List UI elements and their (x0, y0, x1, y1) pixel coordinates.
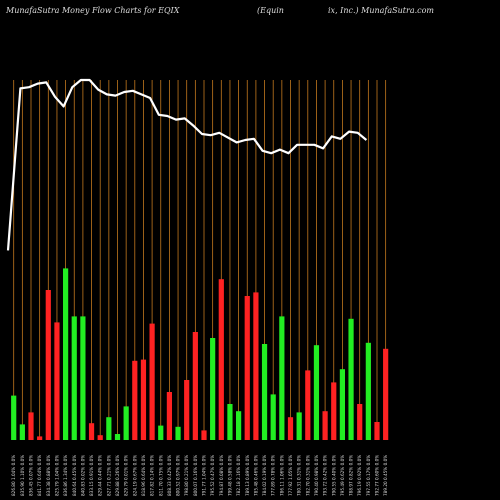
x-tick-label: 777.89 0.78% 0.0% (271, 455, 276, 496)
money-flow-bar (140, 359, 147, 440)
x-tick-label: 825.79 1.04% 0.0% (54, 455, 59, 496)
money-flow-bar (166, 392, 172, 440)
money-flow-bar (11, 395, 17, 440)
x-tick-label: 792.77 0.60% 0.0% (375, 455, 380, 496)
x-tick-label: 829.88 0.26% 0.0% (115, 455, 120, 496)
money-flow-bar (88, 423, 95, 440)
money-flow-bar (158, 425, 164, 440)
x-tick-label: 789.13 0.89% 0.0% (245, 455, 250, 496)
grid-lines (13, 80, 387, 440)
x-tick-label: 800.52 0.97% 0.0% (176, 455, 181, 496)
x-tick-label: 784.02 0.19% 0.0% (262, 455, 267, 496)
money-flow-bar (357, 404, 363, 440)
money-flow-bar (71, 316, 77, 440)
x-tick-label: 782.70 0.31% 0.0% (305, 455, 310, 496)
x-tick-label: 836.45 0.07% 0.0% (29, 455, 34, 496)
money-flow-bar (279, 316, 285, 440)
money-flow-bar (149, 323, 155, 440)
x-tick-label: 834.38 0.88% 0.0% (46, 455, 51, 496)
x-tick-label: 829.44 0.44% 0.0% (98, 455, 103, 496)
money-flow-bar (54, 322, 60, 440)
x-tick-label: 789.20 0.45% 0.0% (383, 455, 388, 496)
x-tick-label: 782.18 2.16% 0.0% (236, 455, 241, 496)
money-flow-bar (244, 296, 250, 440)
x-tick-label: 835.90 1.10% 0.0% (20, 455, 25, 496)
money-flow-bar (28, 412, 34, 440)
money-flow-bar (296, 412, 302, 440)
x-tick-label: 791.77 1.04% 0.0% (202, 455, 207, 496)
money-flow-bar (201, 430, 207, 440)
x-tick-label: 811.70 0.75% 0.0% (158, 455, 163, 496)
money-flow-bar (374, 422, 380, 440)
money-flow-bar (175, 426, 181, 440)
money-flow-bar (45, 290, 51, 440)
money-flow-bar (331, 382, 337, 440)
x-tick-label: 788.97 0.82% 0.0% (349, 455, 354, 496)
money-flow-bar (305, 370, 311, 440)
x-tick-label: 795.52 0.47% 0.0% (210, 455, 215, 496)
x-tick-labels: 826.80 1.04% 0.0% 835.90 1.10% 0.0% 836.45… (11, 455, 388, 496)
x-tick-label: 795.49 0.62% 0.0% (340, 455, 345, 496)
price-line (6, 78, 368, 251)
money-flow-bar (236, 411, 242, 440)
money-flow-bars (11, 268, 389, 440)
money-flow-bar (123, 406, 129, 440)
money-flow-bar (37, 436, 43, 440)
money-flow-bar (19, 424, 25, 440)
money-flow-bar (270, 394, 276, 440)
chart-title-mid: (Equin (257, 6, 284, 15)
money-flow-bar (348, 318, 354, 440)
money-flow-bar (339, 369, 345, 440)
money-flow-bar (63, 268, 69, 440)
money-flow-bar (383, 348, 389, 440)
money-flow-bar (313, 345, 320, 440)
x-tick-label: 833.15 0.91% 0.0% (89, 455, 94, 496)
x-tick-label: 840.83 0.02% 0.0% (80, 455, 85, 496)
money-flow-bar (184, 380, 190, 440)
x-tick-label: 798.80 0.21% 0.0% (184, 455, 189, 496)
money-flow-bar (287, 417, 294, 440)
x-tick-label: 826.80 1.04% 0.0% (11, 455, 16, 496)
x-tick-label: 817.82 0.14% 0.0% (150, 455, 155, 496)
x-tick-label: 836.86 1.34% 0.0% (63, 455, 68, 496)
x-tick-label: 796.19 0.92% 0.0% (357, 455, 362, 496)
money-flow-bar (80, 316, 86, 440)
x-tick-label: 793.72 0.42% 0.0% (323, 455, 328, 496)
x-tick-label: 827.71 0.21% 0.0% (106, 455, 111, 496)
chart-title-right: ix, Inc.) MunafaSutra.com (328, 6, 434, 15)
money-flow-bar (365, 342, 371, 440)
x-tick-label: 785.48 0.46% 0.0% (253, 455, 258, 496)
money-flow-bar (322, 411, 328, 440)
x-tick-label: 818.96 0.64% 0.0% (141, 455, 146, 496)
x-tick-label: 777.92 1.05% 0.0% (288, 455, 293, 496)
x-tick-label: 780.31 0.31% 0.0% (297, 455, 302, 496)
money-flow-bar (253, 292, 259, 440)
x-tick-label: 790.55 0.40% 0.0% (331, 455, 336, 496)
x-tick-label: 797.55 0.17% 0.0% (366, 455, 371, 496)
money-flow-bar (227, 404, 233, 440)
money-flow-bar (210, 338, 216, 440)
x-tick-label: 786.11 1.06% 0.0% (279, 455, 284, 496)
x-tick-label: 800.07 0.16% 0.0% (193, 455, 198, 496)
x-tick-label: 799.48 0.58% 0.0% (227, 455, 232, 496)
x-tick-label: 808.33 0.42% 0.0% (167, 455, 172, 496)
money-flow-bar (132, 360, 138, 440)
x-tick-label: 829.79 0.01% 0.0% (124, 455, 129, 496)
x-tick-label: 841.77 0.64% 0.0% (37, 455, 42, 496)
x-tick-label: 794.87 0.08% 0.0% (219, 455, 224, 496)
money-flow-bar (106, 417, 112, 440)
money-flow-bar (97, 435, 103, 440)
x-tick-label: 824.19 0.67% 0.0% (132, 455, 137, 496)
money-flow-bar (114, 434, 121, 440)
money-flow-bar (218, 279, 224, 440)
price-line-path (6, 78, 368, 251)
x-tick-label: 790.40 0.98% 0.0% (314, 455, 319, 496)
chart-title-left: MunafaSutra Money Flow Charts for EQIX (5, 6, 180, 15)
money-flow-bar (261, 344, 268, 440)
money-flow-bar (192, 332, 198, 440)
x-tick-label: 840.64 0.45% 0.0% (72, 455, 77, 496)
